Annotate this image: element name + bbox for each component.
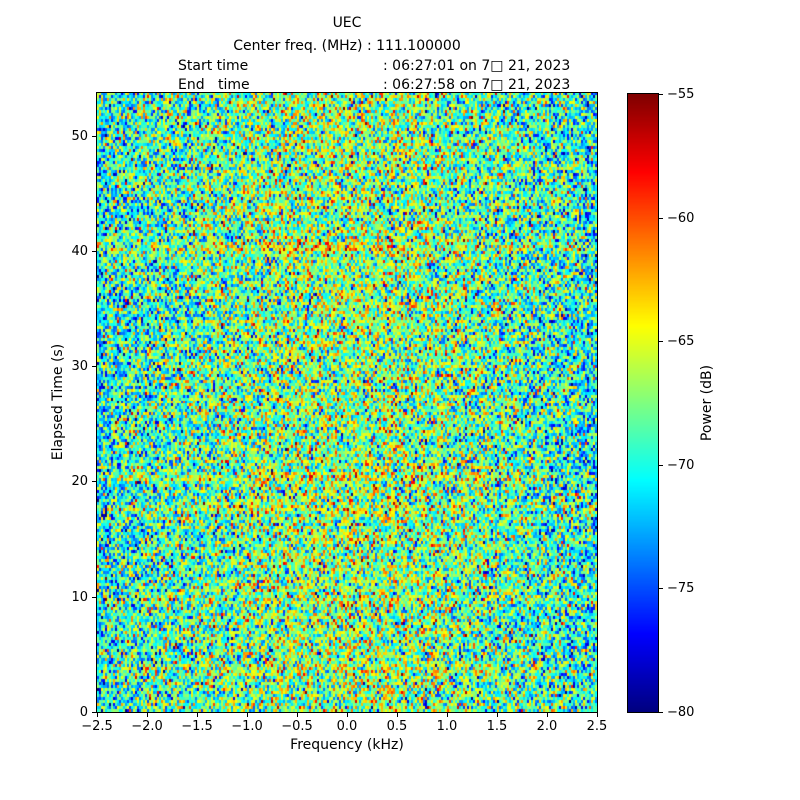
x-tick-label: 2.5: [586, 719, 608, 734]
y-tick-mark: [92, 481, 96, 483]
x-tick-mark: [497, 713, 498, 717]
colorbar-tick-label: −70: [667, 457, 695, 473]
end-time-label: End time: [178, 77, 250, 93]
x-tick-mark: [247, 713, 248, 717]
colorbar-tick-mark: [659, 341, 663, 343]
x-tick-mark: [597, 713, 598, 717]
colorbar-tick-mark: [659, 712, 663, 713]
colorbar-tick-label: −80: [667, 705, 695, 720]
x-tick-mark: [397, 713, 398, 717]
x-tick-mark: [297, 713, 298, 717]
center-freq-line: Center freq. (MHz) : 111.100000: [233, 38, 461, 54]
x-tick-label: −2.5: [81, 719, 113, 734]
x-axis-label: Frequency (kHz): [290, 737, 404, 753]
colorbar-tick-label: −60: [667, 210, 695, 226]
colorbar-tick-mark: [659, 94, 663, 95]
y-tick-mark: [92, 135, 96, 137]
colorbar-tick-label: −75: [667, 581, 695, 597]
y-tick-label: 40: [71, 243, 88, 259]
x-tick-mark: [447, 713, 448, 717]
x-tick-mark: [97, 713, 98, 717]
y-tick-label: 30: [71, 359, 88, 375]
colorbar-tick-label: −65: [667, 334, 695, 350]
colorbar-label: Power (dB): [699, 364, 715, 442]
y-tick-mark: [92, 366, 96, 368]
x-tick-label: 2.0: [536, 719, 558, 734]
x-tick-label: −1.0: [231, 719, 263, 734]
x-tick-label: 1.0: [436, 719, 458, 734]
x-tick-label: −1.5: [181, 719, 213, 734]
y-tick-label: 50: [71, 128, 88, 144]
x-tick-label: 0.5: [386, 719, 408, 734]
colorbar-tick-label: −55: [667, 87, 695, 102]
y-tick-mark: [92, 596, 96, 598]
plot-title: UEC: [332, 15, 362, 31]
y-tick-label: 0: [79, 705, 88, 720]
x-tick-mark: [147, 713, 148, 717]
start-time-label: Start time: [178, 58, 249, 74]
x-tick-mark: [547, 713, 548, 717]
start-time-value: : 06:27:01 on 7□ 21, 2023: [383, 58, 571, 74]
x-tick-label: −2.0: [131, 719, 163, 734]
x-tick-label: −0.5: [281, 719, 313, 734]
colorbar-tick-mark: [659, 464, 663, 466]
y-tick-mark: [92, 712, 96, 713]
y-tick-label: 10: [71, 589, 88, 605]
x-tick-mark: [197, 713, 198, 717]
x-tick-mark: [347, 713, 348, 717]
spectrogram-heatmap: [96, 92, 598, 713]
x-tick-label: 1.5: [486, 719, 508, 734]
end-time-value: : 06:27:58 on 7□ 21, 2023: [383, 77, 571, 93]
y-tick-label: 20: [71, 474, 88, 490]
colorbar-tick-mark: [659, 217, 663, 219]
colorbar: [627, 93, 659, 713]
x-tick-label: 0.0: [336, 719, 358, 734]
y-tick-mark: [92, 250, 96, 252]
colorbar-tick-mark: [659, 588, 663, 590]
